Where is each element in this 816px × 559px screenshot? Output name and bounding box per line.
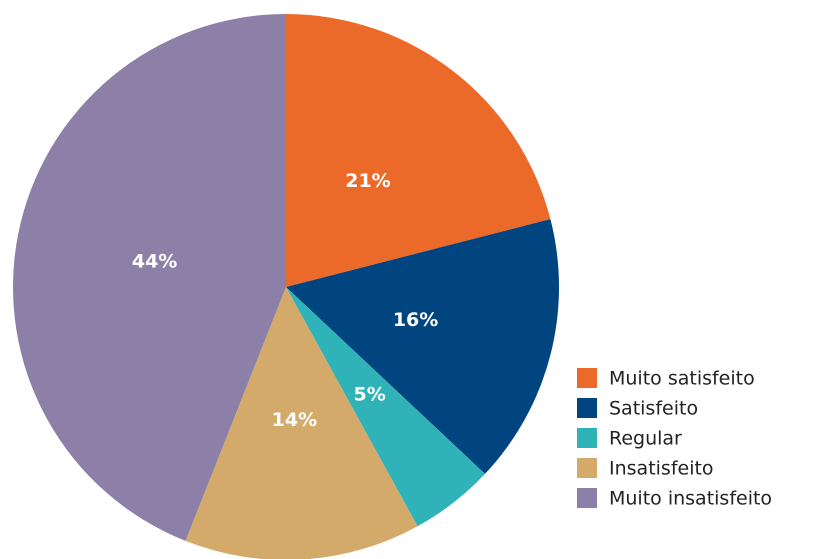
data-label: 14% — [272, 409, 317, 431]
legend-swatch — [577, 428, 597, 448]
data-label: 16% — [393, 309, 438, 331]
legend-swatch — [577, 458, 597, 478]
legend-swatch — [577, 398, 597, 418]
legend-label: Muito satisfeito — [609, 368, 755, 390]
legend-label: Insatisfeito — [609, 458, 714, 480]
legend-label: Muito insatisfeito — [609, 488, 772, 510]
legend-swatch — [577, 368, 597, 388]
pie-slice — [12, 14, 286, 541]
data-label: 21% — [345, 170, 390, 192]
pie-slice — [286, 219, 559, 474]
legend-label: Satisfeito — [609, 398, 698, 420]
pie-slice — [286, 14, 551, 287]
pie-slice — [286, 287, 486, 527]
data-label: 5% — [354, 383, 386, 405]
legend-swatch — [577, 488, 597, 508]
legend-label: Regular — [609, 428, 682, 450]
data-label: 44% — [132, 250, 177, 272]
pie-slice — [185, 287, 418, 559]
